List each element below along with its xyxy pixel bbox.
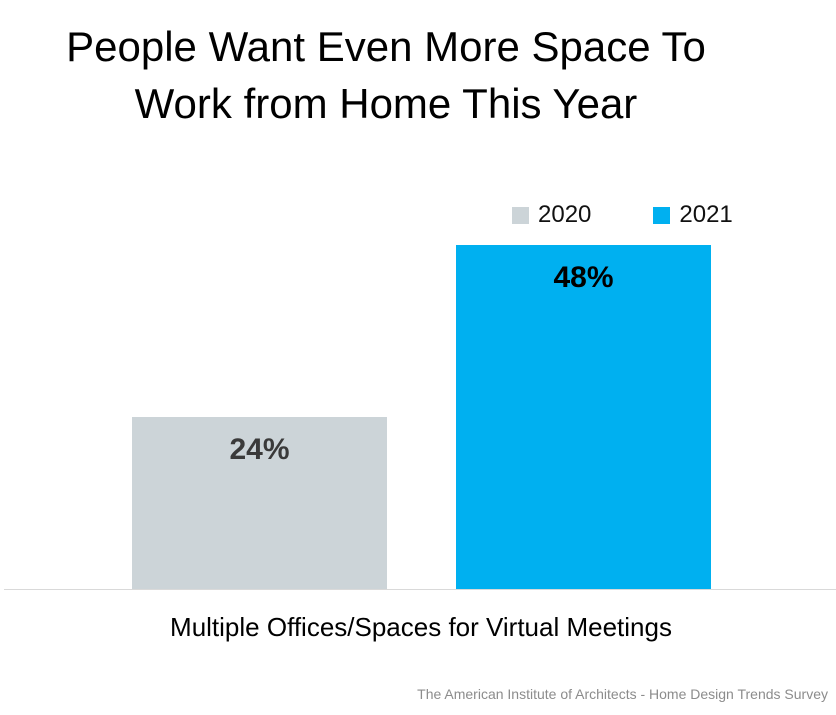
legend-label-2021: 2021: [679, 201, 733, 228]
legend-swatch-2020: [512, 206, 529, 224]
legend-item-2020: 2020: [512, 201, 591, 229]
chart-title: People Want Even More Space To Work from…: [0, 18, 772, 132]
bar-2021: [456, 245, 711, 589]
category-label: Multiple Offices/Spaces for Virtual Meet…: [170, 612, 672, 642]
bar-2020: [132, 417, 387, 589]
chart-legend: 2020 2021: [512, 200, 733, 230]
data-label-2020: 24%: [229, 433, 289, 466]
chart-title-line-2: Work from Home This Year: [134, 80, 638, 127]
legend-item-2021: 2021: [653, 201, 733, 229]
chart-title-line-1: People Want Even More Space To: [66, 23, 706, 70]
source-note: The American Institute of Architects - H…: [417, 686, 828, 702]
legend-label-2020: 2020: [538, 201, 592, 228]
data-label-2021: 48%: [553, 261, 613, 294]
bars-group: 24% 48%: [132, 245, 711, 589]
legend-swatch-2021: [653, 206, 671, 224]
